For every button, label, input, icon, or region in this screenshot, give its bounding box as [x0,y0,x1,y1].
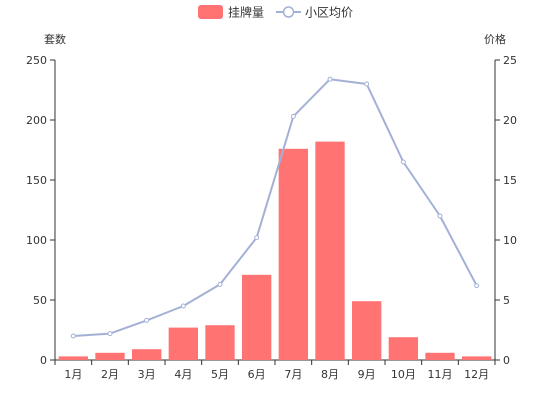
y-right-tick-label: 25 [503,54,517,67]
y-left-tick-label: 100 [26,234,47,247]
price-point [437,213,443,219]
tick-labels: 0 50 100 150 200 250 0 5 10 15 20 25 1月 2月 3月 4月 5月 6月 7月 8… [26,54,517,381]
y-right-tick-label: 15 [503,174,517,187]
x-tick-label: 2月 [101,368,119,381]
legend-label-bar[interactable]: 挂牌量 [228,6,264,20]
price-point [180,303,186,309]
price-line [73,78,478,337]
legend-label-line[interactable]: 小区均价 [305,6,353,20]
price-point [327,76,333,82]
bars [58,141,492,360]
line-series [70,76,480,339]
bar [168,327,198,360]
bar [352,301,382,360]
x-tick-label: 10月 [391,368,416,381]
bar [205,325,235,360]
price-point [290,113,296,119]
price-point [70,333,76,339]
price-point [400,159,406,165]
bar [278,148,308,360]
price-point [107,331,113,337]
price-point [474,283,480,289]
bar [58,356,88,360]
x-tick-label: 1月 [64,368,82,381]
x-tick-label: 5月 [211,368,229,381]
y-right-tick-label: 20 [503,114,517,127]
bar [95,352,125,360]
legend-swatch-bar[interactable] [198,5,223,19]
y-right-tick-label: 10 [503,234,517,247]
x-tick-label: 6月 [248,368,266,381]
legend-swatch-line-marker[interactable] [282,6,295,18]
y-right-tick-label: 0 [503,354,510,367]
bar [132,349,162,360]
bar [425,352,455,360]
bar [315,141,345,360]
y-left-tick-label: 250 [26,54,47,67]
bar [462,356,492,360]
y-right-axis-title: 价格 [484,32,506,46]
x-tick-label: 9月 [358,368,376,381]
y-left-tick-label: 200 [26,114,47,127]
x-tick-label: 8月 [321,368,339,381]
bar [242,274,272,360]
bar [388,337,418,360]
price-point [144,317,150,323]
x-tick-label: 3月 [138,368,156,381]
price-point [364,81,370,87]
y-left-tick-label: 0 [40,354,47,367]
x-tick-label: 7月 [284,368,302,381]
y-left-axis-title: 套数 [44,33,66,46]
axes [50,59,500,365]
x-tick-label: 4月 [174,368,192,381]
x-tick-label: 12月 [464,368,489,381]
y-left-tick-label: 150 [26,174,47,187]
price-point [217,281,223,287]
x-tick-label: 11月 [428,368,453,381]
y-left-tick-label: 50 [33,294,47,307]
price-point [254,235,260,241]
y-right-tick-label: 5 [503,294,510,307]
legend[interactable]: 挂牌量 小区均价 [198,5,353,20]
